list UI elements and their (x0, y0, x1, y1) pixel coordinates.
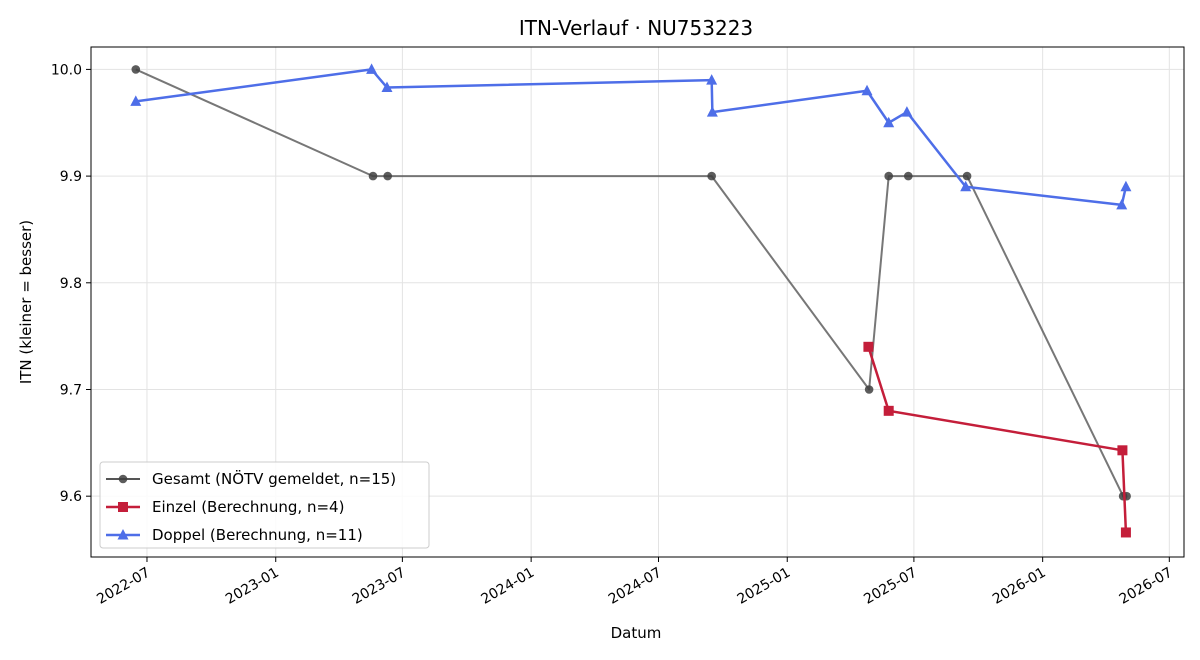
data-point (368, 171, 378, 181)
legend-marker (118, 474, 128, 484)
data-point (864, 385, 874, 394)
data-point (130, 95, 142, 106)
data-point (904, 171, 913, 181)
data-point (960, 180, 972, 192)
y-tick-label: 9.8 (60, 276, 82, 292)
y-tick-label: 10.0 (51, 62, 82, 78)
data-point (962, 171, 972, 181)
series-triangle (130, 63, 1132, 210)
legend-box (99, 461, 430, 549)
data-point (884, 171, 894, 181)
data-point (1120, 180, 1132, 192)
data-point (383, 171, 392, 181)
series-line (135, 68, 1127, 498)
legend-marker (117, 529, 129, 540)
data-point (706, 106, 718, 117)
plot-frame (90, 46, 1185, 558)
y-tick-label: 9.6 (60, 489, 82, 505)
legend-marker (118, 502, 128, 512)
data-point (381, 81, 393, 93)
data-point (1117, 445, 1128, 456)
data-point (366, 63, 378, 74)
legend-label: Doppel (Berechnung, n=11) (152, 526, 363, 544)
data-point (707, 171, 716, 181)
data-point (861, 84, 873, 96)
data-point (1120, 527, 1131, 538)
legend-label: Einzel (Berechnung, n=4) (152, 498, 344, 516)
y-axis-label: ITN (kleiner = besser) (17, 220, 35, 384)
data-point (706, 74, 718, 85)
data-point (901, 106, 913, 117)
data-point (131, 65, 141, 74)
data-point (883, 405, 894, 416)
legend: Gesamt (NÖTV gemeldet, n=15) Einzel (Bere… (99, 461, 430, 549)
chart-title: ITN-Verlauf · NU753223 (519, 16, 753, 40)
data-point (883, 116, 895, 128)
data-point (1116, 198, 1128, 210)
series-layer (130, 63, 1132, 538)
series-line (867, 346, 1128, 533)
series-square (863, 341, 1131, 538)
y-tick-label: 9.7 (60, 382, 82, 398)
data-point (863, 341, 874, 352)
x-axis-label: Datum (611, 624, 662, 642)
legend-label: Gesamt (NÖTV gemeldet, n=15) (152, 469, 396, 488)
y-tick-label: 9.9 (60, 169, 82, 185)
